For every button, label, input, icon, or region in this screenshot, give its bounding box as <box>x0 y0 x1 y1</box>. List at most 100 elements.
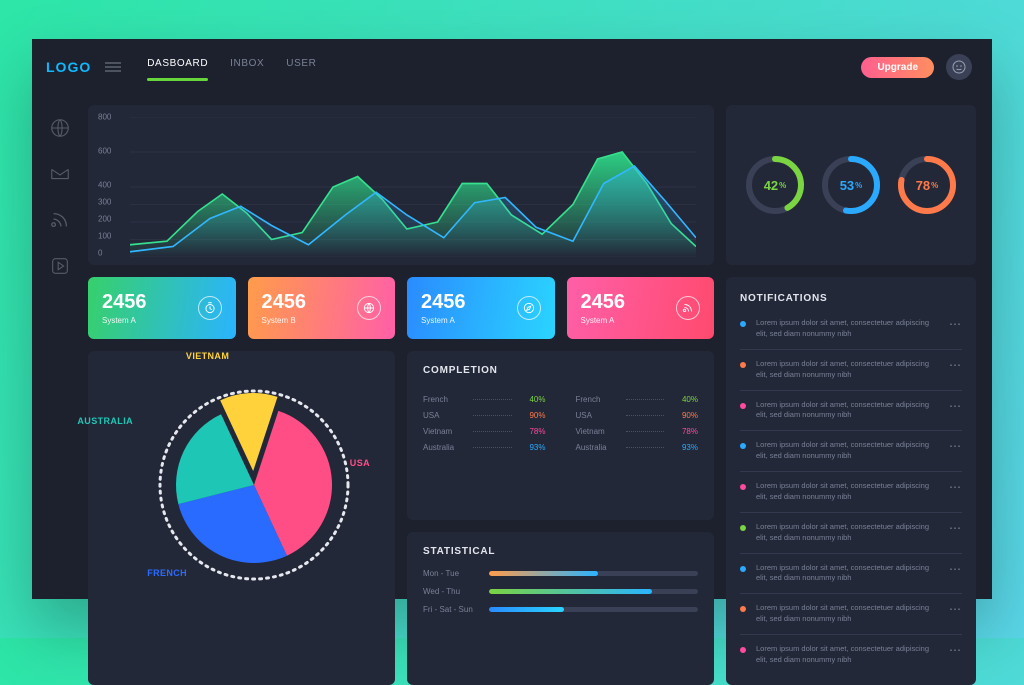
notification-item[interactable]: Lorem ipsum dolor sit amet, consectetuer… <box>740 634 962 675</box>
feed-icon <box>676 296 700 320</box>
statistical-panel: STATISTICAL Mon - Tue Wed - Thu Fri - Sa… <box>407 532 714 684</box>
notification-item[interactable]: Lorem ipsum dolor sit amet, consectetuer… <box>740 512 962 553</box>
more-icon[interactable]: ⋯ <box>949 563 962 575</box>
more-icon[interactable]: ⋯ <box>949 603 962 615</box>
notification-text: Lorem ipsum dolor sit amet, consectetuer… <box>756 440 939 462</box>
logo[interactable]: LOGO <box>46 59 91 75</box>
stat-card-label: System B <box>262 316 307 325</box>
completion-pct: 90% <box>518 411 546 420</box>
notification-dot-icon <box>740 443 746 449</box>
play-icon[interactable] <box>49 255 71 277</box>
completion-label: Vietnam <box>423 427 467 436</box>
wave-ytick: 300 <box>98 198 111 207</box>
dashboard-app: LOGO DASBOARD INBOX USER Upgrade 0 100 200 30… <box>32 39 992 599</box>
stat-card-value: 2456 <box>262 292 307 312</box>
gauge-group: 42% 53% 78% <box>726 105 976 265</box>
notification-text: Lorem ipsum dolor sit amet, consectetuer… <box>756 644 939 666</box>
feed-icon[interactable] <box>49 209 71 231</box>
gauge-value: 53% <box>819 153 883 217</box>
wave-chart: 0100200300400600800 <box>88 105 714 265</box>
completion-pct: 78% <box>670 427 698 436</box>
completion-row: USA 90% <box>423 411 546 420</box>
statistical-row: Mon - Tue <box>423 569 698 578</box>
completion-title: COMPLETION <box>423 365 698 376</box>
more-icon[interactable]: ⋯ <box>949 318 962 330</box>
notification-dot-icon <box>740 484 746 490</box>
more-icon[interactable]: ⋯ <box>949 522 962 534</box>
completion-pct: 78% <box>518 427 546 436</box>
menu-icon[interactable] <box>105 62 121 72</box>
completion-row: Australia 93% <box>423 443 546 452</box>
notification-item[interactable]: Lorem ipsum dolor sit amet, consectetuer… <box>740 430 962 471</box>
nav-item-dasboard[interactable]: DASBOARD <box>147 58 208 77</box>
completion-label: Australia <box>423 443 467 452</box>
notification-dot-icon <box>740 606 746 612</box>
gauge-value: 78% <box>895 153 959 217</box>
stat-card-1[interactable]: 2456System A <box>88 277 236 339</box>
more-icon[interactable]: ⋯ <box>949 644 962 656</box>
side-rail <box>32 39 88 599</box>
pie-label: USA <box>350 458 370 468</box>
notification-dot-icon <box>740 321 746 327</box>
notification-dot-icon <box>740 362 746 368</box>
completion-label: USA <box>423 411 467 420</box>
gauge-ring: 53% <box>819 153 883 217</box>
stat-card-value: 2456 <box>102 292 147 312</box>
statistical-bar <box>489 589 698 594</box>
statistical-label: Mon - Tue <box>423 569 477 578</box>
upgrade-button[interactable]: Upgrade <box>861 57 934 78</box>
completion-column: French 40% USA 90% Vietnam 78% Australia… <box>576 388 699 459</box>
compass-icon <box>517 296 541 320</box>
gauge-ring: 78% <box>895 153 959 217</box>
notification-item[interactable]: Lorem ipsum dolor sit amet, consectetuer… <box>740 390 962 431</box>
main-content: 0100200300400600800 42% 53% 78% 2456Syst… <box>88 39 992 599</box>
notification-text: Lorem ipsum dolor sit amet, consectetuer… <box>756 522 939 544</box>
notification-item[interactable]: Lorem ipsum dolor sit amet, consectetuer… <box>740 471 962 512</box>
wave-ytick: 800 <box>98 113 111 122</box>
notification-item[interactable]: Lorem ipsum dolor sit amet, consectetuer… <box>740 314 962 349</box>
notification-text: Lorem ipsum dolor sit amet, consectetuer… <box>756 481 939 503</box>
notification-dot-icon <box>740 647 746 653</box>
gauge-value: 42% <box>743 153 807 217</box>
wave-ytick: 200 <box>98 215 111 224</box>
avatar[interactable] <box>946 54 972 80</box>
completion-pct: 40% <box>518 395 546 404</box>
pie-label: VIETNAM <box>186 351 229 361</box>
notification-item[interactable]: Lorem ipsum dolor sit amet, consectetuer… <box>740 593 962 634</box>
nav-item-user[interactable]: USER <box>286 58 316 77</box>
statistical-bar <box>489 571 698 576</box>
more-icon[interactable]: ⋯ <box>949 440 962 452</box>
completion-row: French 40% <box>576 395 699 404</box>
inbox-icon[interactable] <box>49 163 71 185</box>
globe-icon[interactable] <box>49 117 71 139</box>
wave-ytick: 100 <box>98 232 111 241</box>
completion-label: French <box>423 395 467 404</box>
pie-label: AUSTRALIA <box>77 416 133 426</box>
more-icon[interactable]: ⋯ <box>949 481 962 493</box>
stat-card-label: System A <box>421 316 466 325</box>
pie-label: FRENCH <box>147 568 187 578</box>
completion-label: Vietnam <box>576 427 620 436</box>
stat-card-3[interactable]: 2456System A <box>407 277 555 339</box>
top-bar: LOGO DASBOARD INBOX USER Upgrade <box>32 39 992 95</box>
notification-text: Lorem ipsum dolor sit amet, consectetuer… <box>756 400 939 422</box>
notification-item[interactable]: Lorem ipsum dolor sit amet, consectetuer… <box>740 349 962 390</box>
completion-row: USA 90% <box>576 411 699 420</box>
more-icon[interactable]: ⋯ <box>949 359 962 371</box>
completion-pct: 93% <box>518 443 546 452</box>
wave-ytick: 0 <box>98 249 102 258</box>
stat-card-4[interactable]: 2456System A <box>567 277 715 339</box>
wave-ytick: 400 <box>98 181 111 190</box>
notifications-title: NOTIFICATIONS <box>740 293 962 304</box>
completion-label: French <box>576 395 620 404</box>
stat-card-2[interactable]: 2456 System B <box>248 277 396 339</box>
completion-label: Australia <box>576 443 620 452</box>
more-icon[interactable]: ⋯ <box>949 400 962 412</box>
completion-column: French 40% USA 90% Vietnam 78% Australia… <box>423 388 546 459</box>
main-nav: DASBOARD INBOX USER <box>147 58 316 77</box>
notifications-panel: NOTIFICATIONS Lorem ipsum dolor sit amet… <box>726 277 976 685</box>
notification-text: Lorem ipsum dolor sit amet, consectetuer… <box>756 563 939 585</box>
notification-item[interactable]: Lorem ipsum dolor sit amet, consectetuer… <box>740 553 962 594</box>
statistical-label: Fri - Sat - Sun <box>423 605 477 614</box>
nav-item-inbox[interactable]: INBOX <box>230 58 264 77</box>
